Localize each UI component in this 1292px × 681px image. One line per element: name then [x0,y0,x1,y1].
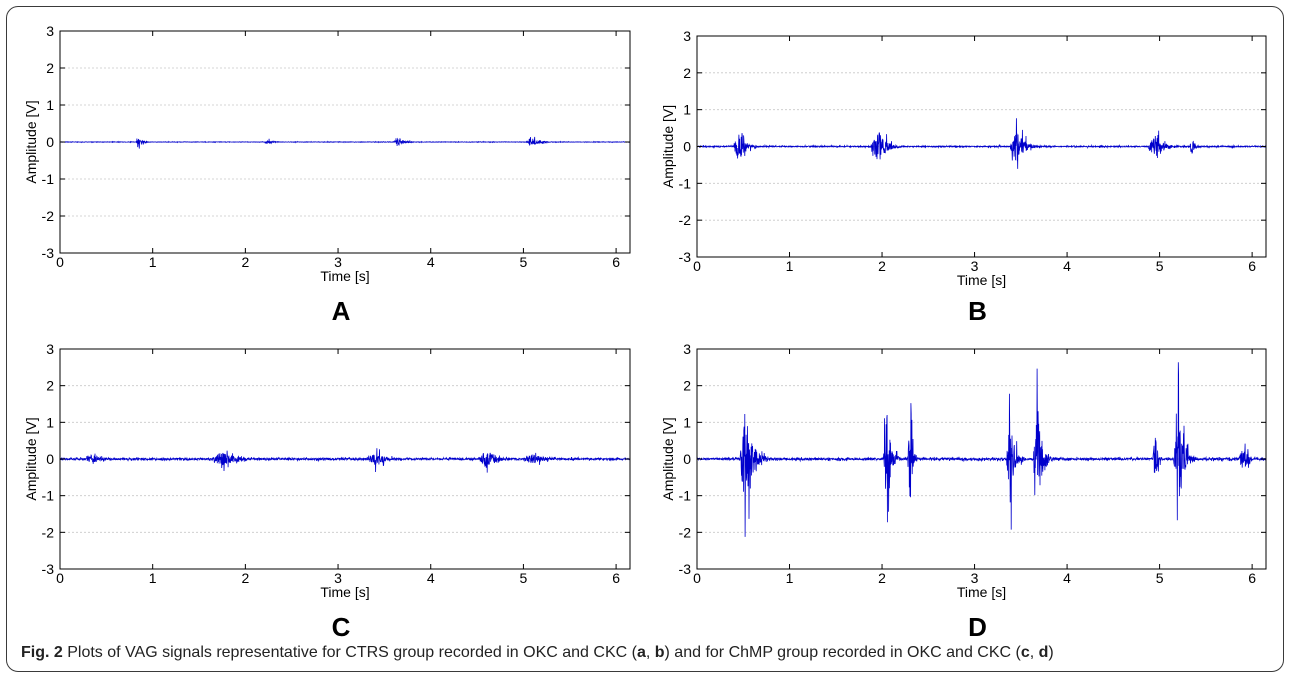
y-tick-label: 3 [46,341,54,357]
y-tick-label: -2 [42,208,55,224]
x-axis-label: Time [s] [957,584,1006,600]
y-tick-label: 1 [46,97,54,113]
y-tick-label: 2 [46,378,54,394]
x-tick-label: 5 [1156,258,1164,274]
x-tick-label: 0 [56,570,64,586]
y-tick-label: 3 [683,341,691,357]
caption-part-b: b [654,644,665,661]
caption-part-mid: ) and for ChMP group recorded in OKC and… [664,644,1021,661]
x-tick-label: 4 [427,570,435,586]
x-tick-label: 6 [1248,570,1256,586]
y-tick-label: 1 [683,414,691,430]
caption-part-sep2: , [1029,644,1039,661]
panel-label-d: D [968,612,987,642]
caption-text: Plots of VAG signals representative for … [62,644,637,661]
x-tick-label: 3 [334,570,342,586]
x-tick-label: 3 [971,258,979,274]
y-tick-label: -3 [42,245,55,261]
signal-line-a [59,136,631,149]
x-tick-label: 1 [149,570,157,586]
figure-frame [6,6,1284,672]
y-tick-label: -3 [679,249,692,265]
x-tick-label: 0 [693,570,701,586]
caption-label: Fig. 2 [21,644,63,661]
signal-line-b [696,118,1267,169]
caption-part-sep1: , [645,644,655,661]
y-tick-label: 2 [683,65,691,81]
x-axis-label: Time [s] [320,584,369,600]
y-tick-label: -3 [679,561,692,577]
x-tick-label: 2 [241,570,249,586]
y-axis-label: Amplitude [V] [660,417,676,500]
x-tick-label: 6 [1248,258,1256,274]
y-tick-label: 3 [683,28,691,44]
y-tick-label: 0 [46,134,54,150]
x-tick-label: 3 [971,570,979,586]
y-tick-label: -2 [679,524,692,540]
x-tick-label: 1 [786,570,794,586]
x-tick-label: 0 [693,258,701,274]
y-tick-label: 1 [46,414,54,430]
panel-label-a: A [332,296,351,326]
y-tick-label: -1 [42,171,55,187]
y-tick-label: -1 [42,488,55,504]
x-tick-label: 2 [241,254,249,270]
y-tick-label: 0 [683,139,691,155]
panel-label-c: C [332,612,351,642]
x-tick-label: 1 [149,254,157,270]
y-tick-label: -2 [679,212,692,228]
x-tick-label: 2 [878,258,886,274]
y-tick-label: -2 [42,524,55,540]
signal-line-c [59,448,631,473]
caption-part-end: ) [1048,644,1054,661]
y-axis-label: Amplitude [V] [23,417,39,500]
y-tick-label: 0 [46,451,54,467]
signal-line-d [696,362,1267,537]
x-tick-label: 2 [878,570,886,586]
figure-caption: Fig. 2 Plots of VAG signals representati… [21,644,1271,662]
x-tick-label: 6 [612,254,620,270]
y-axis-label: Amplitude [V] [660,105,676,188]
x-axis-label: Time [s] [320,268,369,284]
x-tick-label: 0 [56,254,64,270]
y-tick-label: -1 [679,488,692,504]
caption-part-d: d [1038,644,1049,661]
x-tick-label: 5 [520,254,528,270]
x-tick-label: 1 [786,258,794,274]
y-tick-label: 3 [46,23,54,39]
x-tick-label: 4 [1063,570,1071,586]
caption-part-c: c [1020,644,1030,661]
x-tick-label: 6 [612,570,620,586]
y-axis-label: Amplitude [V] [23,100,39,183]
y-tick-label: -3 [42,561,55,577]
caption-part-a: a [636,644,646,661]
y-tick-label: -1 [679,175,692,191]
y-tick-label: 2 [683,378,691,394]
x-tick-label: 5 [520,570,528,586]
y-tick-label: 1 [683,102,691,118]
y-tick-label: 0 [683,451,691,467]
panel-label-b: B [968,296,987,326]
x-tick-label: 4 [1063,258,1071,274]
x-tick-label: 5 [1156,570,1164,586]
x-axis-label: Time [s] [957,272,1006,288]
y-tick-label: 2 [46,60,54,76]
x-tick-label: 3 [334,254,342,270]
x-tick-label: 4 [427,254,435,270]
